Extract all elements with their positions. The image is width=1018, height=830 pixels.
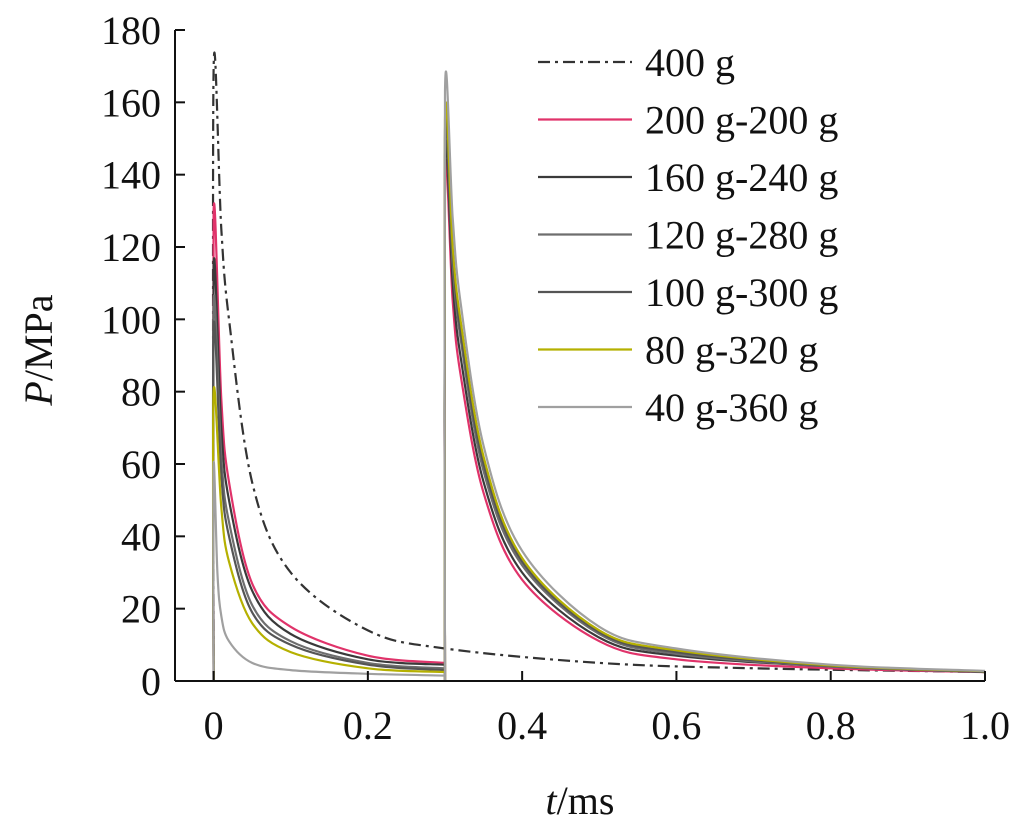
series-5 bbox=[211, 101, 986, 682]
y-tick-label: 140 bbox=[101, 153, 161, 198]
series-line-5-pulse-0 bbox=[211, 386, 446, 682]
x-tick-label: 0.8 bbox=[806, 703, 856, 748]
legend-label: 200 g-200 g bbox=[645, 98, 838, 143]
y-tick-label: 60 bbox=[121, 442, 161, 487]
y-tick-label: 20 bbox=[121, 587, 161, 632]
y-tick-label: 0 bbox=[141, 659, 161, 704]
series-line-1-pulse-0 bbox=[211, 202, 446, 682]
x-tick-label: 0.6 bbox=[651, 703, 701, 748]
legend-label: 400 g bbox=[645, 40, 735, 85]
series-line-6-pulse-1 bbox=[443, 70, 986, 682]
x-tick-label: 0.2 bbox=[343, 703, 393, 748]
series-6 bbox=[212, 70, 986, 682]
series-line-3-pulse-0 bbox=[211, 294, 446, 682]
y-tick-label: 100 bbox=[101, 297, 161, 342]
series-3 bbox=[211, 120, 986, 682]
tick-layer: 0 20 40 60 80 100 120 140 160 180 0 0.2 0.4 0.6 0.8 1.0 bbox=[101, 8, 1010, 748]
axes-layer bbox=[174, 30, 985, 682]
legend-label: 40 g-360 g bbox=[645, 385, 818, 430]
series-line-4-pulse-0 bbox=[211, 320, 446, 682]
y-tick-label: 80 bbox=[121, 370, 161, 415]
series-layer bbox=[211, 51, 986, 682]
series-2 bbox=[211, 139, 986, 682]
legend-label: 160 g-240 g bbox=[645, 155, 838, 200]
series-1 bbox=[211, 158, 986, 682]
x-tick-label: 0 bbox=[204, 703, 224, 748]
series-0 bbox=[211, 51, 986, 682]
legend-label: 120 g-280 g bbox=[645, 213, 838, 258]
y-tick-label: 160 bbox=[101, 80, 161, 125]
legend-label: 80 g-320 g bbox=[645, 328, 818, 373]
y-tick-label: 180 bbox=[101, 8, 161, 53]
legend: 400 g 200 g-200 g 160 g-240 g 120 g-280 g 10… bbox=[538, 40, 838, 430]
x-tick-label: 1.0 bbox=[960, 703, 1010, 748]
series-4 bbox=[211, 112, 986, 682]
series-line-6-pulse-0 bbox=[212, 460, 446, 682]
y-tick-label: 40 bbox=[121, 514, 161, 559]
legend-label: 100 g-300 g bbox=[645, 270, 838, 315]
x-tick-label: 0.4 bbox=[497, 703, 547, 748]
y-axis-label: P/MPa bbox=[16, 294, 61, 406]
y-tick-label: 120 bbox=[101, 225, 161, 270]
series-line-0-pulse-0 bbox=[211, 51, 986, 682]
x-axis-label: t/ms bbox=[546, 778, 615, 823]
